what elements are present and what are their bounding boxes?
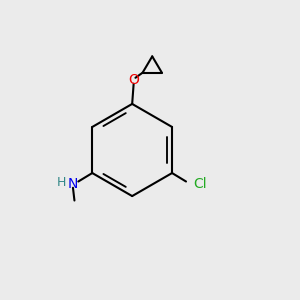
Text: O: O [128, 73, 139, 87]
Text: N: N [68, 177, 78, 191]
Text: H: H [57, 176, 66, 189]
Text: Cl: Cl [193, 177, 206, 191]
